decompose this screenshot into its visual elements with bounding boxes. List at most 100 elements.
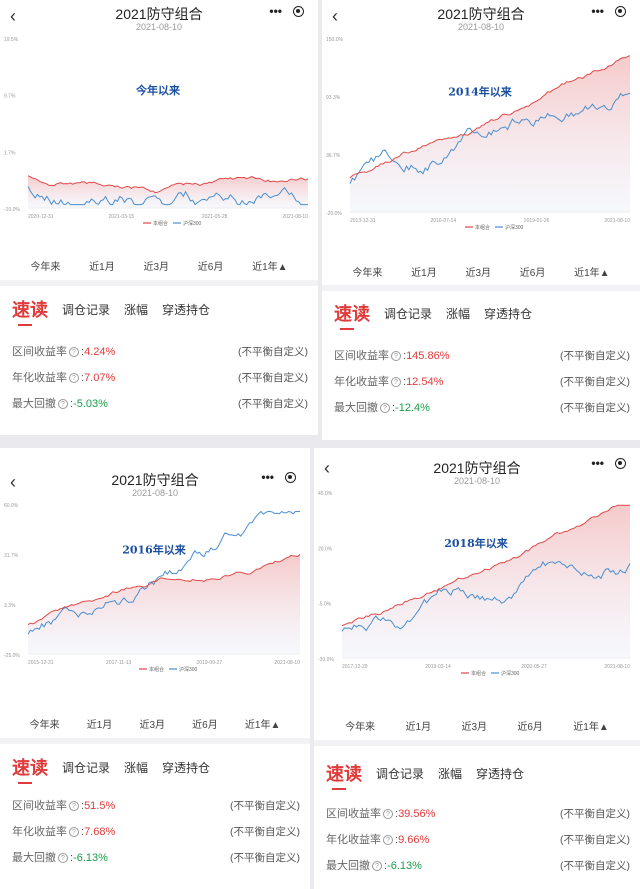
y-tick-label: -30.0% <box>318 657 334 663</box>
legend-bench-label: 沪深300 <box>179 666 198 673</box>
range-ytd[interactable]: 今年来 <box>29 720 60 731</box>
help-icon[interactable]: ? <box>58 399 68 410</box>
tab-quick-read[interactable]: 速读 <box>12 296 48 326</box>
divider <box>0 738 310 744</box>
series-bench-line <box>341 560 631 632</box>
tab-rebalance[interactable]: 调仓记录 <box>62 302 111 317</box>
y-tick-label: 19.5% <box>4 37 19 43</box>
help-icon[interactable]: ? <box>391 351 401 362</box>
page-title: 2021防守组合 <box>437 6 525 22</box>
page-date: 2021-08-10 <box>453 476 501 486</box>
stat-row-drawdown: 最大回撤?:-12.4% (不平衡自定义) <box>334 401 630 415</box>
y-tick-label: 3.3% <box>4 603 16 609</box>
tab-rebalance[interactable]: 调仓记录 <box>62 760 111 775</box>
range-6m[interactable]: 近6月 <box>197 262 224 273</box>
tab-gain[interactable]: 涨幅 <box>438 766 463 781</box>
more-icon[interactable]: ••• <box>261 470 274 484</box>
tab-rebalance[interactable]: 调仓记录 <box>376 766 425 781</box>
tab-holdings[interactable]: 穿透持仓 <box>484 306 533 321</box>
range-1m[interactable]: 近1月 <box>411 268 437 279</box>
help-icon[interactable]: ? <box>380 403 390 414</box>
stats-list: 区间收益率?:39.56% (不平衡自定义) 年化收益率?:9.66% (不平衡自定… <box>326 800 630 878</box>
help-icon[interactable]: ? <box>383 835 393 846</box>
range-3m[interactable]: 近3月 <box>139 720 166 731</box>
legend-portfolio-label: 本组合 <box>475 224 490 231</box>
help-icon[interactable]: ? <box>69 347 79 358</box>
range-3m[interactable]: 近3月 <box>143 262 170 273</box>
record-icon[interactable] <box>293 6 304 17</box>
legend-bench-label: 沪深300 <box>183 220 202 227</box>
y-tick-label: -10.0% <box>4 207 20 213</box>
help-icon[interactable]: ? <box>69 373 79 384</box>
stats-list: 区间收益率?:145.86% (不平衡自定义) 年化收益率?:12.54% (不平衡… <box>334 342 630 420</box>
tab-quick-read[interactable]: 速读 <box>12 754 48 784</box>
x-tick-label: 2021-08-10 <box>274 660 300 666</box>
tab-holdings[interactable]: 穿透持仓 <box>162 760 211 775</box>
stat-row-drawdown: 最大回撤?:-6.13% (不平衡自定义) <box>326 859 630 873</box>
legend-portfolio-label: 本组合 <box>149 666 164 673</box>
range-3m[interactable]: 近3月 <box>465 268 492 279</box>
range-1y[interactable]: 近1年▲ <box>573 722 609 733</box>
tab-quick-read[interactable]: 速读 <box>326 760 362 790</box>
help-icon[interactable]: ? <box>383 809 393 820</box>
chart-annotation: 2016年以来 <box>122 543 187 557</box>
page-date: 2021-08-10 <box>457 22 505 32</box>
record-icon[interactable] <box>615 458 626 469</box>
chevron-left-icon[interactable]: ‹ <box>10 472 16 492</box>
performance-chart: 60.0% 31.7% 3.3% -25.0% 2015-12-31 2017-11-13… <box>0 498 310 688</box>
range-1m[interactable]: 近1月 <box>89 262 115 273</box>
x-tick-label: 2019-03-14 <box>425 664 451 670</box>
tab-gain[interactable]: 涨幅 <box>124 760 149 775</box>
tab-holdings[interactable]: 穿透持仓 <box>162 302 211 317</box>
stats-list: 区间收益率?:51.5% (不平衡自定义) 年化收益率?:7.68% (不平衡自定义… <box>12 792 300 870</box>
range-1m[interactable]: 近1月 <box>405 722 432 733</box>
range-1y[interactable]: 近1年▲ <box>252 262 288 273</box>
record-icon[interactable] <box>615 6 626 17</box>
chevron-left-icon[interactable]: ‹ <box>332 6 338 26</box>
help-icon[interactable]: ? <box>69 801 79 812</box>
range-6m[interactable]: 近6月 <box>519 268 546 279</box>
x-tick-label: 2021-03-15 <box>109 214 135 220</box>
more-icon[interactable]: ••• <box>591 456 604 470</box>
range-1y[interactable]: 近1年▲ <box>244 720 281 731</box>
tab-gain[interactable]: 涨幅 <box>446 306 471 321</box>
panel-ytd: ‹ 2021防守组合 2021-08-10 ••• 19.5% 9.7% 1.7% -… <box>0 0 318 435</box>
help-icon[interactable]: ? <box>69 827 79 838</box>
more-icon[interactable]: ••• <box>591 4 604 18</box>
range-selector: 今年来 近1月 近3月 近6月 近1年▲ <box>0 716 310 731</box>
range-6m[interactable]: 近6月 <box>517 722 543 733</box>
y-tick-label: 31.7% <box>4 553 19 559</box>
range-3m[interactable]: 近3月 <box>461 722 488 733</box>
help-icon[interactable]: ? <box>391 377 401 388</box>
y-tick-label: 36.7% <box>326 153 341 159</box>
more-icon[interactable]: ••• <box>269 4 282 18</box>
tab-bar: 速读 调仓记录 涨幅 穿透持仓 <box>12 754 302 784</box>
portfolio-area <box>28 554 300 654</box>
range-ytd[interactable]: 今年来 <box>345 722 376 733</box>
tab-bar: 速读 调仓记录 涨幅 穿透持仓 <box>326 760 632 790</box>
tab-holdings[interactable]: 穿透持仓 <box>476 766 525 781</box>
range-6m[interactable]: 近6月 <box>192 720 218 731</box>
y-tick-label: 1.7% <box>4 150 16 156</box>
range-1y[interactable]: 近1年▲ <box>574 268 610 279</box>
tab-gain[interactable]: 涨幅 <box>124 302 149 317</box>
stat-row-annual: 年化收益率?:7.07% (不平衡自定义) <box>12 371 308 385</box>
legend-bench-label: 沪深300 <box>501 670 520 677</box>
range-1m[interactable]: 近1月 <box>86 720 113 731</box>
tab-quick-read[interactable]: 速读 <box>334 300 370 330</box>
tab-rebalance[interactable]: 调仓记录 <box>384 306 433 321</box>
chevron-left-icon[interactable]: ‹ <box>324 458 330 478</box>
help-icon[interactable]: ? <box>372 861 382 872</box>
range-ytd[interactable]: 今年来 <box>352 268 383 279</box>
record-icon[interactable] <box>285 472 296 483</box>
header: ‹ 2021防守组合 2021-08-10 ••• <box>0 0 318 44</box>
chevron-left-icon[interactable]: ‹ <box>10 6 16 26</box>
range-ytd[interactable]: 今年来 <box>30 262 61 273</box>
legend-bench-label: 沪深300 <box>505 224 524 231</box>
help-icon[interactable]: ? <box>58 853 68 864</box>
y-tick-label: 45.0% <box>318 491 333 497</box>
divider <box>0 280 318 286</box>
page-date: 2021-08-10 <box>131 488 179 498</box>
range-selector: 今年来 近1月 近3月 近6月 近1年▲ <box>322 264 640 279</box>
